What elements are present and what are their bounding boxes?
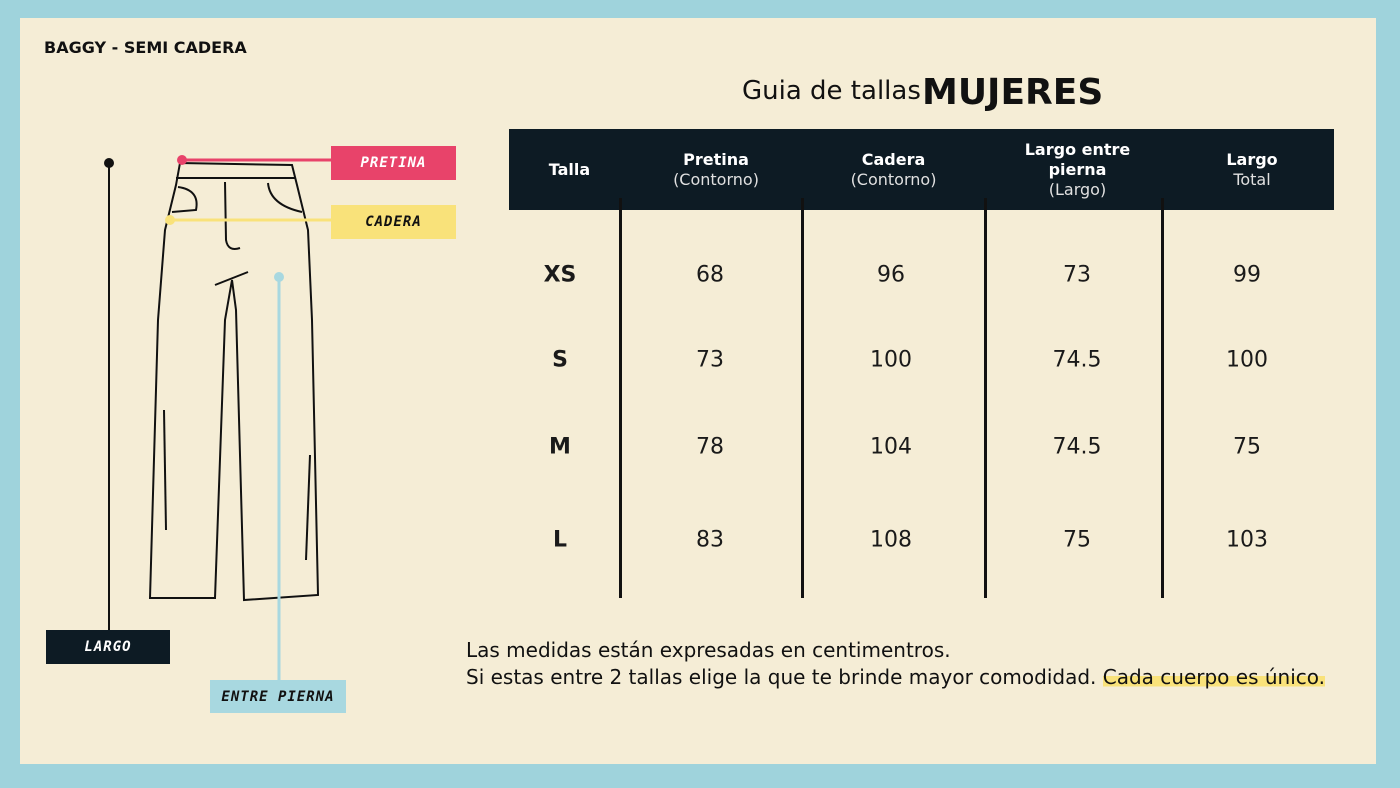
note-highlight: Cada cuerpo es único. <box>1102 665 1325 689</box>
column-title: Pretina <box>683 149 749 169</box>
column-divider <box>1161 198 1164 598</box>
product-label: BAGGY - SEMI CADERA <box>44 38 247 57</box>
note-line: Las medidas están expresadas en centimen… <box>466 638 951 662</box>
column-header: Largo Total <box>1170 129 1334 210</box>
table-cell: 100 <box>1226 347 1268 373</box>
column-subtitle: (Largo) <box>1048 179 1107 199</box>
table-cell: 100 <box>870 347 912 373</box>
table-cell: 75 <box>1233 434 1261 460</box>
table-cell: 75 <box>1063 527 1091 553</box>
column-subtitle: Total <box>1233 169 1271 189</box>
table-cell: 73 <box>696 347 724 373</box>
entre-pierna-tag: ENTRE PIERNA <box>210 680 346 713</box>
column-divider <box>801 198 804 598</box>
size-label: S <box>552 347 568 373</box>
column-title: Cadera <box>861 149 926 169</box>
table-cell: 74.5 <box>1052 434 1102 460</box>
pretina-tag: PRETINA <box>331 146 456 180</box>
cadera-tag: CADERA <box>331 205 456 239</box>
table-cell: 74.5 <box>1052 347 1102 373</box>
table-cell: 73 <box>1063 262 1091 288</box>
column-divider <box>619 198 622 598</box>
title: Guia de tallas <box>742 76 921 106</box>
notes: Las medidas están expresadas en centimen… <box>466 637 1325 691</box>
size-label: XS <box>543 262 577 288</box>
table-cell: 78 <box>696 434 724 460</box>
table-cell: 99 <box>1233 262 1261 288</box>
column-divider <box>984 198 987 598</box>
largo-tag: LARGO <box>46 630 170 664</box>
column-subtitle: (Contorno) <box>850 169 937 189</box>
table-cell: 104 <box>870 434 912 460</box>
table-cell: 68 <box>696 262 724 288</box>
table-cell: 96 <box>877 262 905 288</box>
column-header: Talla <box>509 129 630 210</box>
table-header <box>509 129 1334 210</box>
size-label: M <box>549 434 571 460</box>
note-line: Si estas entre 2 tallas elige la que te … <box>466 665 1097 689</box>
table-cell: 83 <box>696 527 724 553</box>
column-title: Largo entre pierna <box>1024 139 1131 179</box>
title-emphasis: MUJERES <box>922 72 1104 113</box>
table-cell: 103 <box>1226 527 1268 553</box>
column-title: Talla <box>548 159 591 179</box>
column-subtitle: (Contorno) <box>673 169 759 189</box>
column-header: Pretina (Contorno) <box>630 129 802 210</box>
table-cell: 108 <box>870 527 912 553</box>
column-header: Cadera (Contorno) <box>802 129 985 210</box>
column-header: Largo entre pierna (Largo) <box>985 129 1170 210</box>
size-label: L <box>552 527 568 553</box>
column-title: Largo <box>1226 149 1278 169</box>
